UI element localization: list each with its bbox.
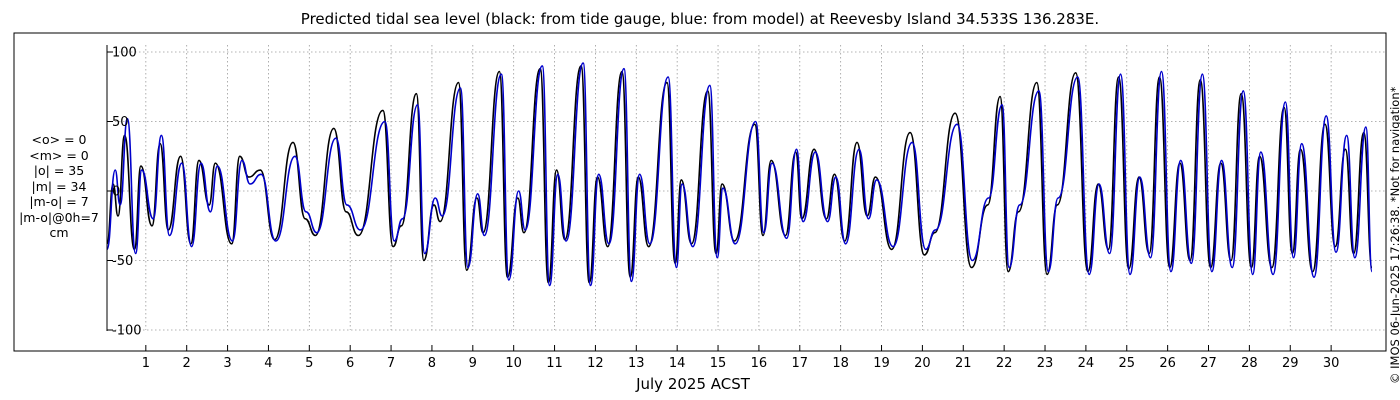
x-tick-label: 8 xyxy=(428,356,436,371)
y-tick-label: 100 xyxy=(112,46,137,61)
x-tick-label: 16 xyxy=(751,356,768,371)
y-tick-label: 50 xyxy=(112,115,129,130)
x-tick-label: 25 xyxy=(1118,356,1135,371)
series-lines xyxy=(106,62,1373,287)
x-axis-label: July 2025 ACST xyxy=(636,375,750,393)
stat-abs-diff: |m-o| = 7 xyxy=(29,194,89,209)
y-tick-label: -50 xyxy=(112,254,133,269)
x-tick-label: 2 xyxy=(183,356,191,371)
x-tick-label: 11 xyxy=(546,356,563,371)
x-tick-label: 23 xyxy=(1037,356,1054,371)
x-tick-label: 17 xyxy=(792,356,809,371)
statistics-panel: <o> = 0 <m> = 0 |o| = 35 |m| = 34 |m-o| … xyxy=(14,132,104,241)
stat-abs-diff-0h: |m-o|@0h=7 xyxy=(19,209,99,225)
stat-abs-model: |m| = 34 xyxy=(31,178,87,194)
x-tick-label: 29 xyxy=(1282,356,1299,371)
chart-title: Predicted tidal sea level (black: from t… xyxy=(300,10,1100,28)
stat-mean-model: <m> = 0 xyxy=(29,147,89,163)
x-tick-label: 13 xyxy=(628,356,645,371)
stat-unit: cm xyxy=(49,225,69,240)
x-tick-label: 20 xyxy=(914,356,931,371)
x-tick-label: 15 xyxy=(710,356,727,371)
x-tick-label: 12 xyxy=(587,356,604,371)
y-tick-label: 0 xyxy=(112,185,120,200)
x-tick-label: 7 xyxy=(387,356,395,371)
x-tick-label: 21 xyxy=(955,356,972,371)
x-tick-label: 6 xyxy=(346,356,354,371)
x-tick-label: 30 xyxy=(1323,356,1340,371)
x-tick-label: 3 xyxy=(223,356,231,371)
x-tick-label: 10 xyxy=(505,356,522,371)
series-line-model xyxy=(106,62,1373,287)
x-tick-label: 26 xyxy=(1159,356,1176,371)
grid xyxy=(107,45,1386,331)
x-tick-label: 14 xyxy=(669,356,686,371)
x-tick-label: 9 xyxy=(469,356,477,371)
stat-mean-obs: <o> = 0 xyxy=(31,132,87,147)
y-tick-label: -100 xyxy=(112,324,142,339)
x-tick-label: 4 xyxy=(264,356,272,371)
copyright-notice: © IMOS 06-Jun-2025 17:26:38. *Not for na… xyxy=(1388,86,1400,384)
x-tick-label: 27 xyxy=(1200,356,1217,371)
stat-abs-obs: |o| = 35 xyxy=(33,163,85,178)
x-tick-label: 28 xyxy=(1241,356,1258,371)
series-line-tide-gauge xyxy=(106,65,1373,284)
x-tick-label: 22 xyxy=(996,356,1013,371)
x-tick-label: 5 xyxy=(305,356,313,371)
x-tick-label: 18 xyxy=(832,356,849,371)
x-tick-label: 1 xyxy=(142,356,150,371)
axes: 1 2 3 4 5 6 7 8 9 10 11 12 13 14 15 16 17 18 19 20 21 22 23 24 2… xyxy=(107,46,1340,371)
x-tick-label: 19 xyxy=(873,356,890,371)
x-tick-label: 24 xyxy=(1078,356,1095,371)
